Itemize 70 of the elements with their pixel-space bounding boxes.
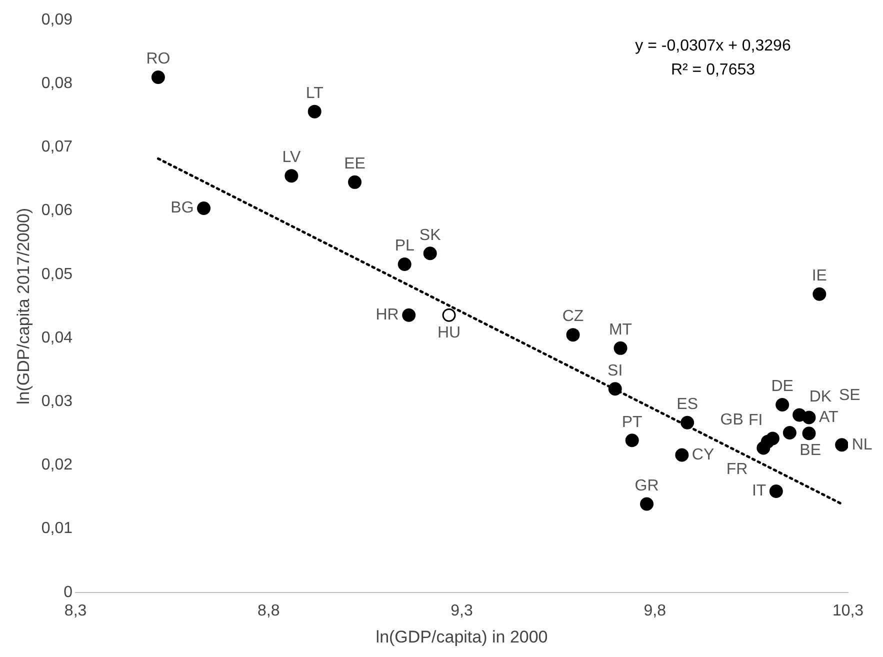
data-label: RO (146, 50, 170, 68)
point (769, 484, 783, 498)
data-label: AT (818, 408, 838, 426)
point (835, 438, 848, 452)
point (442, 308, 456, 322)
point (348, 175, 362, 189)
point (608, 382, 622, 396)
point (625, 434, 639, 448)
annotation: R² = 0,7653 (670, 61, 756, 78)
data-label: HU (437, 324, 461, 342)
annotation: y = -0,0307x + 0,3296 (635, 37, 791, 54)
data-label: NL (852, 436, 872, 454)
data-label: GB (720, 411, 744, 428)
point (614, 341, 628, 355)
data-label: ES (676, 396, 698, 413)
point (802, 410, 816, 424)
point (776, 398, 790, 412)
data-label: PT (622, 414, 643, 431)
point (151, 70, 165, 84)
data-label: GR (634, 477, 659, 494)
data-label: SI (608, 362, 623, 380)
data-label: FR (726, 461, 748, 478)
data-label: DK (809, 388, 832, 406)
data-label: BG (170, 200, 194, 217)
point (284, 169, 298, 183)
data-label: EE (344, 156, 366, 173)
data-label: HR (376, 306, 399, 324)
point (402, 308, 416, 322)
y-tick-label: 0 (64, 584, 73, 601)
point (782, 426, 796, 440)
y-tick-label: 0,03 (41, 393, 73, 410)
data-label: PL (394, 238, 414, 255)
point (802, 426, 816, 440)
data-label: DE (771, 378, 794, 396)
data-label: CZ (562, 308, 584, 326)
y-tick-label: 0,09 (41, 11, 73, 28)
data-label: LT (306, 84, 324, 102)
data-label: MT (608, 322, 632, 339)
x-tick-label: 10,3 (832, 602, 864, 620)
data-label: BE (800, 442, 822, 460)
point (423, 246, 437, 260)
x-axis-title: ln(GDP/capita) in 2000 (376, 627, 548, 646)
data-label: SK (419, 226, 442, 244)
data-label: CY (692, 446, 714, 464)
point (308, 104, 322, 118)
data-label: IE (812, 268, 827, 285)
y-tick-label: 0,06 (41, 202, 73, 220)
y-tick-label: 0,08 (41, 75, 73, 92)
y-tick-label: 0,05 (41, 266, 73, 283)
y-tick-label: 0,02 (41, 456, 73, 474)
y-tick-label: 0,01 (41, 520, 73, 538)
data-label: IT (752, 482, 766, 500)
point (640, 497, 654, 511)
data-label: LV (282, 149, 301, 166)
point (680, 416, 694, 430)
x-tick-label: 8,8 (258, 602, 280, 620)
point (675, 448, 689, 462)
y-axis-title: ln(GDP/capita 2017/2000) (14, 208, 33, 404)
data-label: FI (748, 412, 763, 429)
point (566, 328, 580, 342)
point (398, 257, 412, 271)
y-tick-label: 0,04 (41, 329, 73, 346)
y-tick-label: 0,07 (41, 138, 73, 156)
data-label: SE (838, 386, 860, 404)
x-tick-label: 8,3 (64, 602, 87, 620)
x-tick-label: 9,3 (450, 602, 473, 620)
point (197, 202, 211, 216)
point (760, 434, 774, 448)
point (812, 287, 826, 301)
x-tick-label: 9,8 (644, 602, 666, 620)
